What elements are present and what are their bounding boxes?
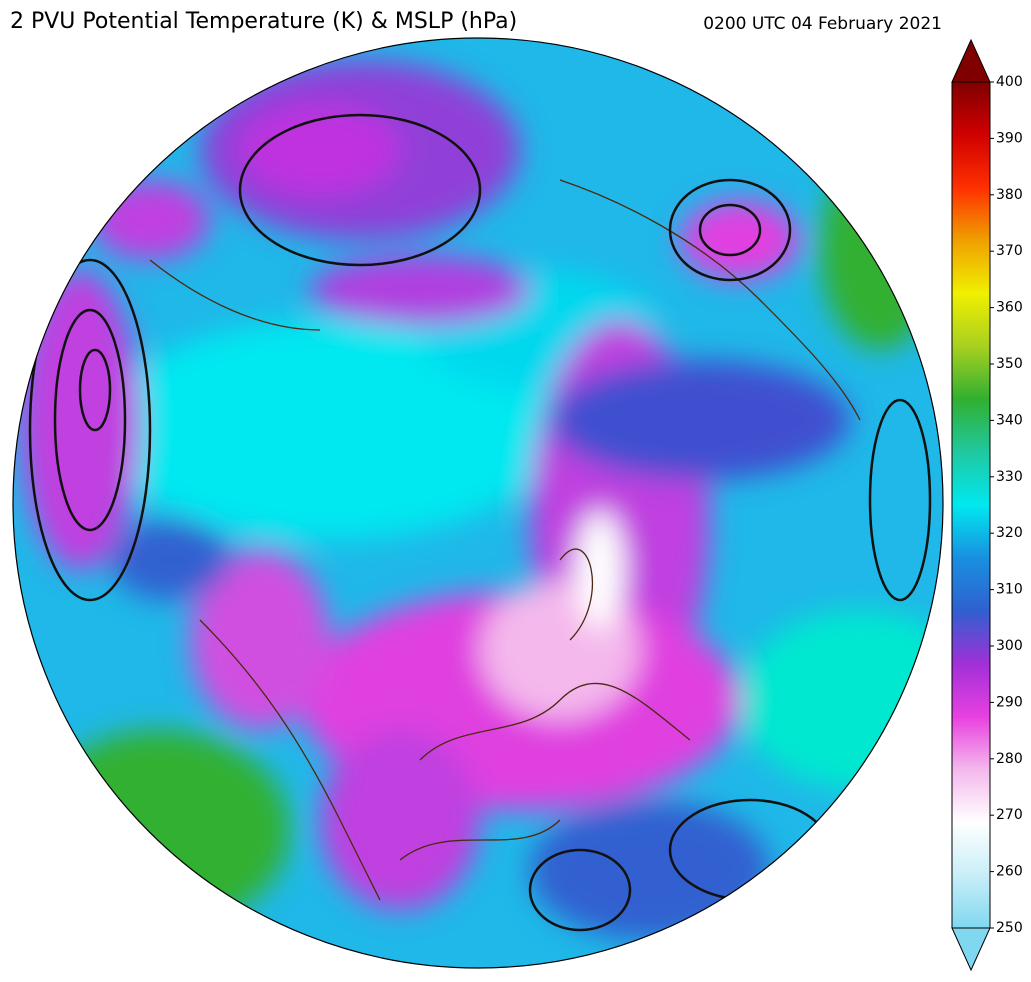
colorbar-tick-label: 400 bbox=[996, 74, 1023, 90]
colorbar-tick-label: 290 bbox=[996, 694, 1023, 710]
colorbar-tick-label: 340 bbox=[996, 412, 1023, 428]
title: 2 PVU Potential Temperature (K) & MSLP (… bbox=[10, 9, 517, 34]
colorbar-tick-label: 260 bbox=[996, 864, 1023, 880]
colorbar-tick-label: 310 bbox=[996, 582, 1023, 598]
colorbar-tick-label: 350 bbox=[996, 356, 1023, 372]
colorbar-fill bbox=[951, 81, 991, 929]
colorbar-tick-label: 330 bbox=[996, 469, 1023, 485]
colorbar-tick-label: 320 bbox=[996, 525, 1023, 541]
colorbar-extend-max bbox=[951, 38, 991, 83]
colorbar-extend-min bbox=[951, 927, 991, 972]
map bbox=[13, 38, 943, 968]
coastlines bbox=[149, 179, 861, 901]
valid-time: 0200 UTC 04 February 2021 bbox=[703, 14, 942, 34]
colorbar: 250 260 270 280 290 300 310 320 330 340 350 360 370 3… bbox=[951, 38, 1023, 972]
colorbar-tick-label: 270 bbox=[996, 807, 1023, 823]
colorbar-tick-label: 250 bbox=[996, 920, 1023, 936]
colorbar-tick-label: 380 bbox=[996, 187, 1023, 203]
colorbar-tick-label: 390 bbox=[996, 130, 1023, 146]
colorbar-tick-label: 370 bbox=[996, 243, 1023, 259]
potential-temperature-field bbox=[20, 60, 943, 940]
colorbar-tick-label: 360 bbox=[996, 300, 1023, 316]
map-frame bbox=[12, 37, 944, 969]
colorbar-tick-label: 300 bbox=[996, 638, 1023, 654]
colorbar-tick-label: 280 bbox=[996, 751, 1023, 767]
